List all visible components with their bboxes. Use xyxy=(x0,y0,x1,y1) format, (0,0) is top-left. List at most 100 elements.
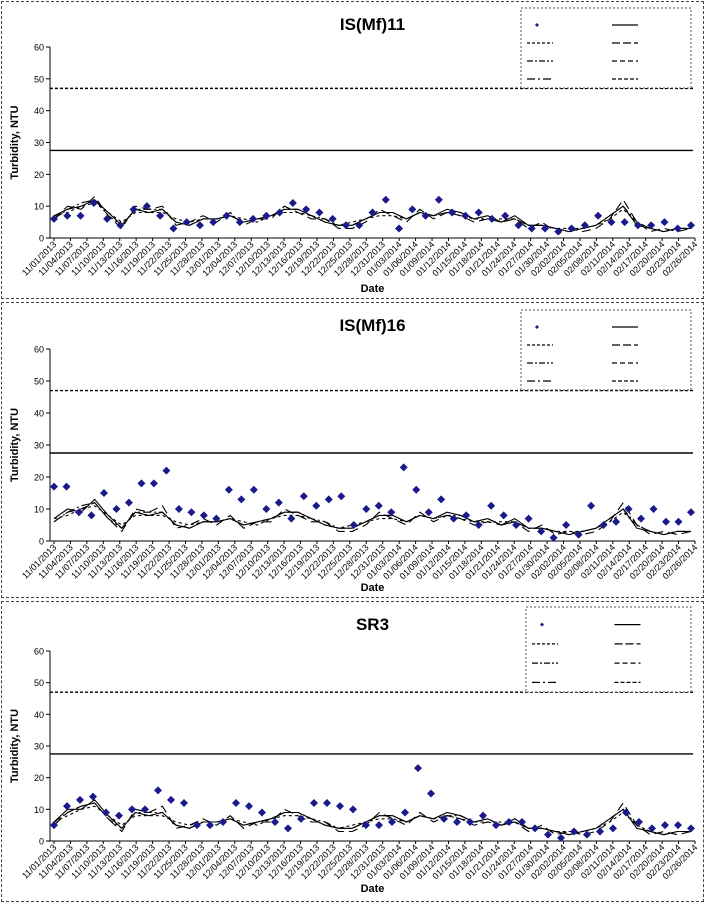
data-point xyxy=(661,821,669,830)
data-point xyxy=(567,224,576,233)
data-point xyxy=(50,482,58,491)
data-point xyxy=(537,527,546,536)
data-point xyxy=(224,485,233,494)
data-point xyxy=(50,214,58,223)
y-tick-label: 60 xyxy=(34,43,44,53)
data-point xyxy=(315,208,324,217)
y-tick-label: 40 xyxy=(34,710,44,720)
data-point xyxy=(141,805,149,814)
data-point xyxy=(149,479,158,488)
data-point xyxy=(182,218,191,227)
data-point xyxy=(524,514,533,523)
y-tick-label: 20 xyxy=(34,170,44,180)
data-point xyxy=(440,814,448,823)
data-point xyxy=(262,505,271,513)
y-tick-label: 10 xyxy=(34,505,44,515)
legend-marker xyxy=(535,325,539,329)
y-tick-label: 50 xyxy=(34,678,44,688)
data-point xyxy=(408,205,417,214)
y-tick-label: 30 xyxy=(34,138,44,148)
data-point xyxy=(531,824,539,833)
data-point xyxy=(169,224,178,233)
data-point xyxy=(596,827,604,836)
data-point xyxy=(583,830,591,839)
data-point xyxy=(662,517,671,526)
series-line xyxy=(53,802,691,836)
chart-title: IS(Mf)16 xyxy=(339,316,405,335)
data-point xyxy=(580,221,589,230)
data-point xyxy=(635,818,643,826)
data-point xyxy=(607,218,616,227)
data-point xyxy=(156,211,165,220)
data-point xyxy=(262,211,271,220)
data-point xyxy=(514,221,523,230)
data-point xyxy=(337,492,346,501)
data-point xyxy=(674,821,682,830)
y-tick-label: 30 xyxy=(34,441,44,451)
data-point xyxy=(245,802,253,811)
data-point xyxy=(115,811,123,820)
series-line xyxy=(53,505,691,536)
data-point xyxy=(660,218,669,227)
series-line xyxy=(53,498,691,536)
data-point xyxy=(421,211,430,220)
data-point xyxy=(237,495,246,504)
data-point xyxy=(437,495,446,504)
data-point xyxy=(587,501,596,510)
data-point xyxy=(554,227,563,236)
data-point xyxy=(74,508,83,517)
data-point xyxy=(492,821,500,830)
data-point xyxy=(222,211,231,220)
data-point xyxy=(284,824,292,833)
data-point xyxy=(673,224,682,233)
data-point xyxy=(466,818,474,826)
data-point xyxy=(76,211,85,220)
data-point xyxy=(448,208,457,217)
y-tick-label: 40 xyxy=(34,409,44,419)
data-point xyxy=(570,827,578,836)
data-point xyxy=(89,792,97,801)
legend-box xyxy=(520,309,692,391)
y-tick-label: 0 xyxy=(39,537,44,547)
chart-panel-1: IS(Mf)11 Turbidity, NTU 0 10 20 30 40 50 60 11/01… xyxy=(1,1,704,299)
data-point xyxy=(112,505,121,513)
data-point xyxy=(275,208,284,217)
data-point xyxy=(76,795,84,804)
data-point xyxy=(412,485,421,494)
data-point xyxy=(505,818,513,826)
data-point xyxy=(434,195,443,204)
data-point xyxy=(474,521,483,529)
data-point xyxy=(302,205,311,214)
data-point xyxy=(341,221,350,230)
data-point xyxy=(549,533,558,542)
data-point xyxy=(63,211,72,220)
data-point xyxy=(362,505,371,513)
y-tick-label: 40 xyxy=(34,106,44,116)
data-point xyxy=(594,211,603,220)
data-point xyxy=(381,195,390,204)
data-point xyxy=(599,521,608,529)
data-point xyxy=(167,795,175,804)
data-point xyxy=(401,808,409,817)
data-point xyxy=(124,498,133,507)
data-point xyxy=(674,517,683,526)
data-point xyxy=(193,821,201,830)
data-point xyxy=(235,218,244,227)
data-point xyxy=(544,830,552,839)
data-point xyxy=(232,799,240,807)
data-point xyxy=(324,495,333,504)
data-point xyxy=(349,805,357,814)
y-tick-label: 0 xyxy=(39,837,44,847)
data-point xyxy=(374,501,383,510)
data-point xyxy=(501,211,510,220)
data-point xyxy=(99,489,108,497)
data-point xyxy=(219,818,227,826)
data-point xyxy=(312,501,321,510)
data-point xyxy=(462,511,471,520)
data-point xyxy=(174,505,183,513)
data-point xyxy=(206,821,214,830)
data-point xyxy=(103,214,112,223)
series-line xyxy=(53,805,691,836)
data-point xyxy=(649,505,658,513)
